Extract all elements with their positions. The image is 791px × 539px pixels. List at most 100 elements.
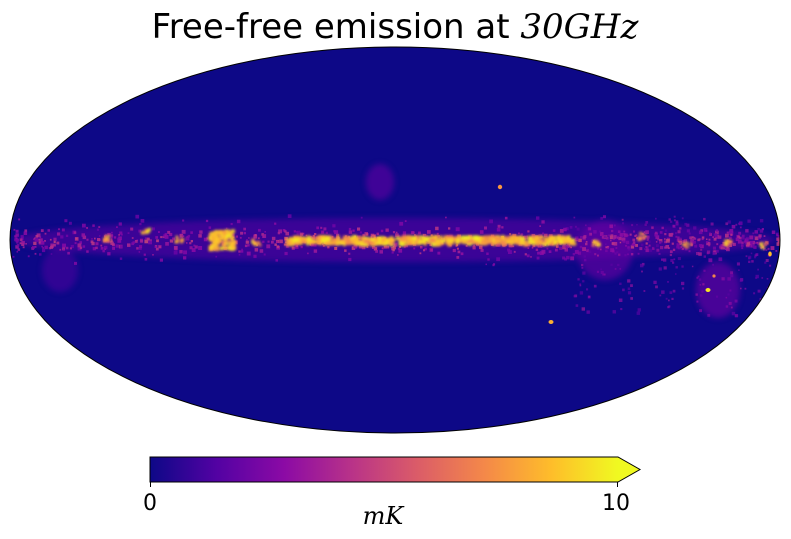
emission-pixel: [91, 238, 93, 240]
emission-pixel: [377, 240, 380, 245]
emission-pixel: [610, 239, 612, 242]
emission-pixel: [77, 246, 82, 251]
emission-pixel: [630, 284, 633, 287]
emission-pixel: [146, 237, 150, 241]
emission-pixel: [428, 238, 436, 243]
emission-pixel: [466, 235, 471, 241]
emission-pixel: [337, 235, 340, 240]
emission-pixel: [692, 240, 696, 244]
emission-pixel: [686, 223, 690, 227]
emission-pixel: [459, 238, 463, 243]
emission-pixel: [693, 226, 697, 230]
emission-pixel: [585, 224, 587, 227]
emission-pixel: [729, 243, 733, 247]
emission-pixel: [79, 246, 83, 250]
emission-pixel: [602, 273, 604, 276]
emission-pixel: [24, 229, 28, 233]
emission-pixel: [98, 235, 101, 237]
emission-pixel: [395, 236, 400, 241]
emission-pixel: [763, 235, 766, 237]
emission-pixel: [731, 224, 736, 229]
emission-pixel: [741, 234, 745, 238]
emission-pixel: [381, 247, 384, 250]
emission-pixel: [719, 247, 722, 250]
emission-pixel: [657, 238, 660, 241]
emission-pixel: [306, 240, 313, 244]
emission-pixel: [603, 235, 607, 239]
emission-pixel: [755, 277, 758, 279]
emission-pixel: [460, 252, 464, 256]
emission-pixel: [231, 233, 235, 237]
emission-pixel: [485, 263, 487, 266]
emission-pixel: [254, 248, 259, 252]
emission-pixel: [738, 236, 742, 240]
emission-pixel: [496, 236, 503, 241]
emission-pixel: [504, 216, 508, 220]
emission-pixel: [34, 237, 39, 242]
emission-pixel: [549, 235, 556, 240]
emission-pixel: [48, 247, 52, 250]
emission-pixel: [15, 239, 19, 243]
emission-pixel: [639, 232, 643, 236]
emission-pixel: [759, 235, 762, 238]
emission-pixel: [227, 240, 231, 244]
emission-pixel: [582, 271, 586, 275]
emission-pixel: [366, 246, 369, 248]
emission-pixel: [385, 228, 389, 232]
emission-pixel: [541, 249, 546, 254]
emission-pixel: [286, 245, 289, 248]
emission-pixel: [640, 236, 644, 240]
emission-pixel: [229, 241, 235, 247]
emission-pixel: [399, 221, 404, 226]
emission-pixel: [675, 222, 679, 226]
emission-pixel: [633, 244, 636, 247]
emission-pixel: [725, 296, 728, 299]
emission-pixel: [610, 234, 614, 238]
emission-pixel: [148, 240, 152, 245]
emission-pixel: [548, 250, 552, 253]
emission-pixel: [395, 231, 398, 234]
emission-pixel: [630, 297, 633, 300]
emission-pixel: [111, 231, 113, 234]
emission-pixel: [570, 256, 575, 261]
emission-pixel: [34, 252, 37, 255]
emission-pixel: [630, 253, 634, 256]
emission-pixel: [580, 236, 582, 238]
emission-pixel: [230, 223, 233, 226]
emission-pixel: [700, 248, 703, 251]
emission-pixel: [518, 235, 522, 240]
emission-pixel: [379, 250, 383, 254]
emission-pixel: [460, 235, 468, 240]
emission-pixel: [703, 228, 708, 232]
emission-pixel: [431, 235, 438, 239]
emission-pixel: [675, 232, 678, 235]
emission-pixel: [675, 235, 678, 238]
emission-pixel: [299, 232, 303, 236]
emission-pixel: [15, 237, 18, 240]
emission-pixel: [696, 300, 699, 303]
emission-pixel: [313, 236, 317, 240]
emission-pixel: [139, 223, 142, 226]
emission-pixel: [748, 260, 751, 263]
emission-pixel: [655, 235, 660, 240]
emission-pixel: [39, 236, 42, 238]
emission-pixel: [512, 245, 515, 248]
emission-pixel: [566, 245, 569, 248]
emission-pixel: [57, 232, 61, 236]
emission-pixel: [314, 233, 317, 236]
emission-pixel: [734, 299, 738, 303]
emission-pixel: [715, 295, 719, 298]
emission-pixel: [262, 240, 265, 243]
emission-pixel: [316, 226, 319, 230]
emission-pixel: [589, 227, 592, 230]
emission-pixel: [155, 236, 158, 239]
emission-pixel: [32, 246, 35, 249]
emission-pixel: [104, 234, 108, 239]
emission-pixel: [276, 240, 279, 243]
emission-pixel: [353, 244, 358, 249]
emission-pixel: [612, 310, 616, 314]
emission-pixel: [82, 235, 87, 240]
emission-pixel: [267, 240, 270, 243]
emission-pixel: [400, 236, 408, 242]
emission-pixel: [542, 240, 547, 244]
